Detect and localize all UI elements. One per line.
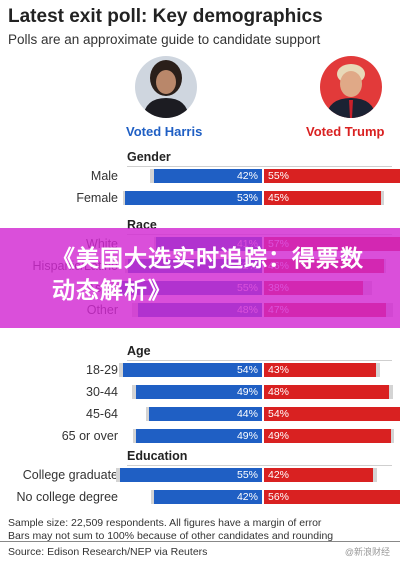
- value-label-trump: 45%: [268, 192, 290, 204]
- value-label-trump: 42%: [268, 469, 290, 481]
- bar-other: [375, 363, 380, 377]
- value-label-trump: 56%: [268, 491, 290, 503]
- row-label: No college degree: [16, 490, 118, 504]
- section-heading: Age: [127, 344, 151, 358]
- row-label: Male: [90, 169, 118, 183]
- chart-title: Latest exit poll: Key demographics: [8, 6, 323, 27]
- value-label-harris: 53%: [236, 192, 258, 204]
- row-label: College graduate: [22, 468, 118, 482]
- bar-trump: 48%: [264, 385, 389, 399]
- value-label-harris: 42%: [236, 170, 258, 182]
- row-label: 45-64: [86, 407, 118, 421]
- bar-trump: 43%: [264, 363, 376, 377]
- bar-other: [149, 169, 154, 183]
- footnote-rounding: Bars may not sum to 100% because of othe…: [8, 530, 334, 542]
- bar-harris: 55%: [120, 468, 262, 482]
- footnote-sample-size: Sample size: 22,509 respondents. All fig…: [8, 517, 322, 529]
- value-label-harris: 54%: [236, 364, 258, 376]
- value-label-trump: 43%: [268, 364, 290, 376]
- bar-other: [116, 468, 120, 482]
- bar-trump: 54%: [264, 407, 400, 421]
- row-label: 65 or over: [61, 429, 118, 443]
- value-label-harris: 42%: [236, 491, 258, 503]
- bar-harris: 49%: [135, 385, 262, 399]
- bar-other: [388, 385, 393, 399]
- bar-harris: 53%: [125, 191, 262, 205]
- section-heading: Education: [127, 449, 188, 463]
- divider: [0, 541, 400, 542]
- bar-harris: 42%: [153, 490, 262, 504]
- value-label-trump: 49%: [268, 430, 290, 442]
- row-label: Female: [76, 191, 118, 205]
- row-label: 30-44: [86, 385, 118, 399]
- bar-other: [373, 468, 378, 482]
- bar-trump: 56%: [264, 490, 400, 504]
- bar-harris: 54%: [122, 363, 262, 377]
- section-rule: [127, 166, 392, 167]
- section-rule: [127, 360, 392, 361]
- value-label-trump: 54%: [268, 408, 290, 420]
- row-label: 18-29: [86, 363, 118, 377]
- value-label-harris: 49%: [236, 430, 258, 442]
- value-label-trump: 48%: [268, 386, 290, 398]
- harris-avatar: [135, 56, 197, 118]
- trump-label: Voted Trump: [306, 124, 385, 139]
- harris-label: Voted Harris: [126, 124, 203, 139]
- bar-trump: 49%: [264, 429, 392, 443]
- value-label-harris: 44%: [236, 408, 258, 420]
- bar-harris: 42%: [153, 169, 262, 183]
- section-heading: Gender: [127, 150, 171, 164]
- bar-trump: 42%: [264, 468, 374, 482]
- bar-trump: 45%: [264, 191, 381, 205]
- value-label-harris: 55%: [236, 469, 258, 481]
- bar-other: [381, 191, 384, 205]
- bar-other: [391, 429, 394, 443]
- value-label-harris: 49%: [236, 386, 258, 398]
- headline-banner-text: 《美国大选实时追踪：得票数动态解析》: [52, 245, 364, 303]
- bar-other: [131, 385, 136, 399]
- trump-avatar: [320, 56, 382, 118]
- bar-harris: 44%: [148, 407, 262, 421]
- bar-other: [133, 429, 136, 443]
- bar-other: [122, 191, 126, 205]
- section-rule: [127, 465, 392, 466]
- bar-other: [146, 407, 149, 421]
- chart-subtitle: Polls are an approximate guide to candid…: [8, 32, 321, 47]
- value-label-trump: 55%: [268, 170, 290, 182]
- watermark: @新浪财经: [344, 547, 390, 557]
- footnote-source: Source: Edison Research/NEP via Reuters: [8, 546, 208, 558]
- bar-other: [118, 363, 123, 377]
- bar-other: [151, 490, 154, 504]
- bar-harris: 49%: [135, 429, 262, 443]
- bar-trump: 55%: [264, 169, 400, 183]
- headline-banner: [0, 228, 400, 328]
